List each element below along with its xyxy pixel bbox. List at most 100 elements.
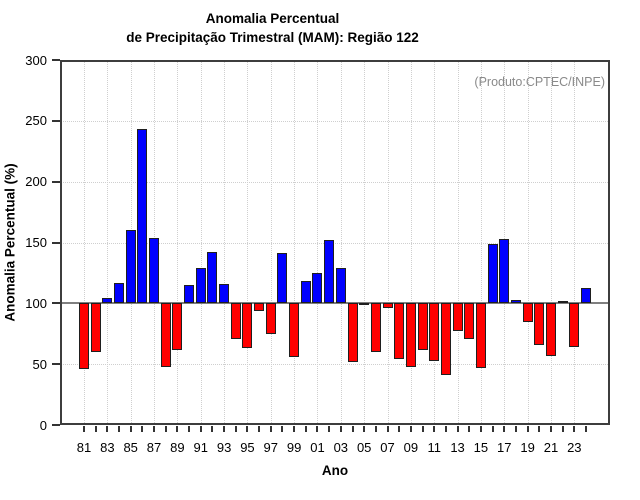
bar-1981 [79, 303, 89, 370]
vgridline-2007 [387, 60, 389, 425]
bar-2019 [522, 303, 533, 322]
vgridline-2009 [410, 60, 412, 425]
bar-2010 [417, 303, 428, 350]
x-tick-1999 [293, 426, 296, 432]
bar-1985 [125, 230, 136, 304]
vgridline-2015 [480, 60, 482, 425]
x-tick-1993 [223, 426, 226, 432]
bar-2022 [557, 300, 568, 304]
x-tick-2007 [386, 426, 389, 432]
vgridline-2005 [364, 60, 366, 425]
x-tick-1995 [246, 426, 249, 432]
y-tick-label-50: 50 [32, 356, 47, 372]
bar-1982 [90, 303, 101, 352]
bar-1999 [289, 303, 300, 357]
bar-1992 [207, 252, 218, 304]
x-tick-label-1985: 85 [123, 440, 138, 455]
vgridline-1983 [107, 60, 109, 425]
vgridline-2003 [340, 60, 342, 425]
x-tick-2017 [503, 426, 506, 432]
bar-2001 [312, 272, 323, 304]
x-tick-2003 [339, 426, 342, 432]
x-tick-label-2023: 23 [567, 440, 582, 455]
chart-title-line1: Anomalia Percentual [205, 11, 340, 26]
x-tick-1983 [106, 426, 109, 432]
bar-2021 [545, 303, 556, 356]
x-tick-2006 [374, 426, 377, 432]
x-tick-label-1987: 87 [146, 440, 162, 455]
y-tick-250 [52, 119, 60, 122]
bar-2011 [429, 303, 440, 361]
x-tick-1996 [258, 426, 261, 432]
bar-2006 [370, 303, 381, 352]
bar-2017 [499, 238, 510, 304]
hgridline-250 [60, 120, 610, 122]
x-tick-label-2015: 15 [473, 440, 489, 455]
x-tick-2022 [561, 426, 564, 432]
vgridline-2019 [527, 60, 529, 425]
bar-1995 [242, 303, 253, 349]
bar-1987 [149, 237, 160, 304]
hgridline-200 [60, 181, 610, 183]
product-annotation: (Produto:CPTEC/INPE) [474, 75, 605, 89]
bar-2016 [487, 243, 498, 304]
bar-2018 [510, 299, 521, 304]
x-tick-label-2009: 09 [403, 440, 419, 455]
x-tick-2005 [363, 426, 366, 432]
x-tick-2012 [444, 426, 447, 432]
bar-2004 [347, 303, 358, 362]
y-tick-label-100: 100 [25, 295, 47, 311]
x-tick-1991 [199, 426, 202, 432]
bar-2012 [440, 303, 451, 376]
bar-2020 [534, 303, 545, 345]
bar-2023 [569, 303, 580, 348]
plot-area: (Produto:CPTEC/INPE) [60, 60, 610, 425]
bar-2024 [580, 287, 591, 304]
x-tick-1997 [269, 426, 272, 432]
bar-1998 [277, 253, 288, 304]
y-tick-200 [52, 180, 60, 183]
x-tick-label-2005: 05 [356, 440, 372, 455]
x-tick-1990 [188, 426, 191, 432]
x-tick-1986 [141, 426, 144, 432]
vgridline-1989 [177, 60, 179, 425]
x-tick-label-1995: 95 [240, 440, 255, 455]
y-tick-150 [52, 241, 60, 244]
vgridline-1993 [224, 60, 226, 425]
y-tick-label-300: 300 [25, 52, 47, 68]
x-tick-2002 [328, 426, 331, 432]
bar-1994 [230, 303, 241, 339]
x-tick-1992 [211, 426, 214, 432]
x-tick-label-1981: 81 [76, 440, 92, 455]
x-tick-label-1991: 91 [193, 440, 208, 455]
bar-2013 [452, 303, 463, 332]
bar-2007 [382, 303, 393, 309]
x-tick-2015 [479, 426, 482, 432]
bar-1983 [102, 298, 113, 304]
x-tick-1994 [234, 426, 237, 432]
hgridline-150 [60, 242, 610, 244]
x-tick-2020 [538, 426, 541, 432]
y-axis-label: Anomalia Percentual (%) [2, 163, 18, 322]
y-tick-0 [52, 424, 60, 426]
x-tick-2024 [584, 426, 587, 432]
y-tick-50 [52, 363, 60, 366]
vgridline-2021 [550, 60, 552, 425]
bar-1990 [184, 285, 195, 304]
x-tick-label-2019: 19 [520, 440, 535, 455]
x-tick-1982 [94, 426, 97, 432]
x-tick-label-2011: 11 [427, 440, 441, 455]
bar-1988 [160, 303, 171, 367]
y-tick-label-150: 150 [25, 235, 47, 250]
x-tick-1988 [164, 426, 167, 432]
bar-2002 [324, 240, 335, 304]
x-tick-label-2017: 17 [497, 440, 512, 455]
vgridline-1995 [247, 60, 249, 425]
bar-2000 [300, 281, 311, 304]
x-tick-2010 [421, 426, 424, 432]
bar-1984 [114, 282, 125, 304]
x-tick-2000 [304, 426, 307, 432]
x-tick-2016 [491, 426, 494, 432]
x-tick-label-2013: 13 [450, 440, 465, 455]
bar-1997 [265, 303, 276, 334]
